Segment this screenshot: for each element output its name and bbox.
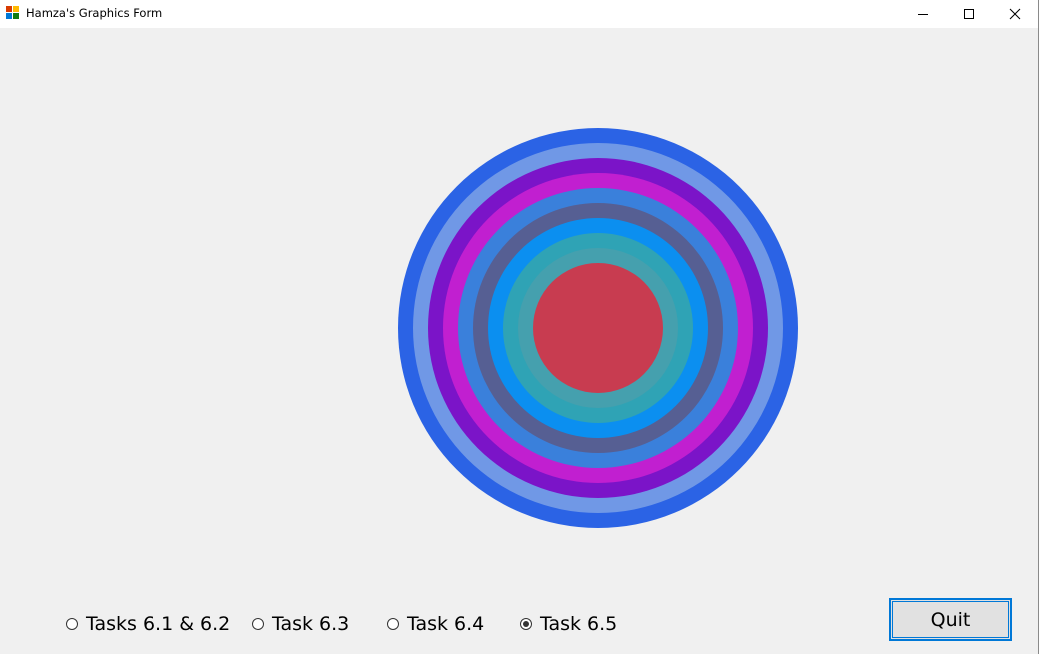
minimize-icon: [918, 14, 928, 15]
radio-label: Task 6.4: [407, 613, 485, 635]
close-icon: [1009, 8, 1021, 20]
close-button[interactable]: [992, 0, 1038, 28]
radio-task-6-4[interactable]: Task 6.4: [387, 612, 484, 636]
center-circle: [533, 263, 663, 393]
radio-task-6-5[interactable]: Task 6.5: [520, 612, 617, 636]
radio-button-indicator[interactable]: [66, 618, 78, 630]
window-title: Hamza's Graphics Form: [26, 6, 163, 20]
minimize-button[interactable]: [900, 0, 946, 28]
radio-label: Task 6.5: [540, 613, 618, 635]
radio-button-indicator[interactable]: [387, 618, 399, 630]
radio-label: Tasks 6.1 & 6.2: [86, 613, 231, 635]
radio-task-6-3[interactable]: Task 6.3: [252, 612, 349, 636]
radio-label: Task 6.3: [272, 613, 350, 635]
radio-tasks-6-1-6-2[interactable]: Tasks 6.1 & 6.2: [66, 612, 230, 636]
radio-button-indicator[interactable]: [252, 618, 264, 630]
quit-button[interactable]: Quit: [889, 598, 1012, 641]
app-icon[interactable]: [6, 6, 20, 20]
title-bar[interactable]: Hamza's Graphics Form: [0, 0, 1038, 28]
maximize-button[interactable]: [946, 0, 992, 28]
maximize-icon: [964, 9, 974, 19]
drawing-canvas: [398, 128, 798, 528]
radio-button-indicator[interactable]: [520, 618, 532, 630]
quit-button-label: Quit: [930, 608, 971, 631]
